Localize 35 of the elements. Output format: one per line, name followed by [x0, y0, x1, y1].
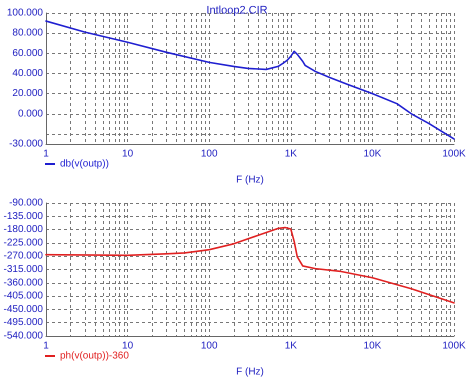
y-tick-label: 0.000 — [18, 108, 44, 120]
x-tick-label: 100K — [442, 148, 466, 160]
x-tick-label: 10K — [364, 340, 382, 352]
y-tick-label: -315.000 — [4, 264, 44, 275]
y-tick-label: -180.000 — [4, 224, 44, 236]
chart-title: Intloop2.CIR — [206, 4, 268, 16]
y-tick-label: 20.000 — [12, 88, 44, 100]
x-tick-label: 1K — [284, 340, 298, 352]
y-tick-label: -495.000 — [4, 317, 44, 328]
x-axis-title: F (Hz) — [236, 174, 264, 186]
y-tick-label: -30.000 — [9, 138, 44, 150]
legend-label: db(v(outp)) — [60, 158, 109, 170]
legend-label: ph(v(outp))-360 — [60, 350, 130, 362]
x-tick-label: 100 — [200, 340, 218, 352]
y-tick-label: -90.000 — [9, 198, 44, 208]
x-tick-label: 10 — [122, 148, 134, 160]
y-tick-label: 40.000 — [12, 68, 44, 79]
y-tick-label: 80.000 — [12, 28, 44, 39]
x-tick-label: 10 — [122, 340, 134, 352]
y-tick-label: -540.000 — [4, 330, 44, 342]
y-tick-label: -405.000 — [4, 290, 44, 302]
x-axis-title: F (Hz) — [236, 366, 264, 378]
x-tick-label: 10K — [364, 148, 382, 160]
x-tick-label: 100 — [200, 148, 218, 160]
x-tick-label: 1K — [284, 148, 298, 160]
y-tick-label: -360.000 — [4, 277, 44, 288]
y-tick-label: -135.000 — [4, 210, 44, 222]
y-tick-label: 100.000 — [6, 8, 44, 18]
x-tick-label: 1 — [43, 340, 50, 352]
y-tick-label: -225.000 — [4, 237, 44, 248]
x-tick-label: 100K — [442, 340, 466, 352]
y-tick-label: -450.000 — [4, 304, 44, 315]
y-tick-label: 60.000 — [12, 48, 44, 59]
y-tick-label: -270.000 — [4, 250, 44, 262]
x-tick-label: 1 — [43, 148, 50, 160]
